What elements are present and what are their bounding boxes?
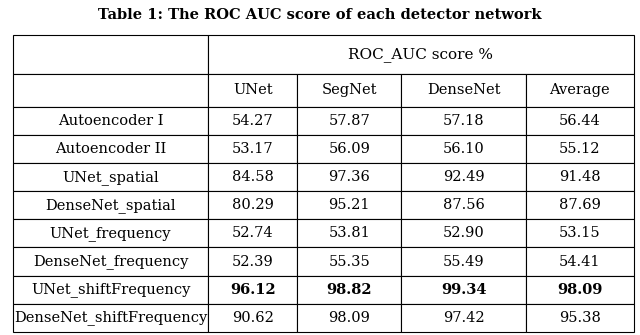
Bar [401, 191, 525, 219]
Text: 55.35: 55.35 [328, 255, 370, 269]
Text: DenseNet_frequency: DenseNet_frequency [33, 254, 188, 269]
Text: 98.82: 98.82 [326, 282, 372, 296]
Text: 53.15: 53.15 [559, 226, 600, 241]
Text: 54.41: 54.41 [559, 255, 600, 269]
Bar [297, 191, 401, 219]
Text: 54.27: 54.27 [232, 114, 273, 128]
Text: UNet_frequency: UNet_frequency [50, 226, 172, 241]
Bar [525, 107, 634, 135]
Text: 91.48: 91.48 [559, 170, 600, 184]
Bar [525, 219, 634, 248]
Bar [209, 219, 297, 248]
Bar [13, 74, 209, 107]
Bar [401, 304, 525, 332]
Text: 90.62: 90.62 [232, 311, 274, 325]
Text: 84.58: 84.58 [232, 170, 274, 184]
Text: 55.49: 55.49 [443, 255, 484, 269]
Text: Autoencoder I: Autoencoder I [58, 114, 163, 128]
Text: 80.29: 80.29 [232, 198, 274, 212]
Text: DenseNet_shiftFrequency: DenseNet_shiftFrequency [14, 310, 207, 325]
Bar [297, 248, 401, 275]
Text: 52.39: 52.39 [232, 255, 274, 269]
Bar [209, 107, 297, 135]
Bar [13, 275, 209, 304]
Text: 99.34: 99.34 [441, 282, 486, 296]
Bar [525, 135, 634, 163]
Text: 96.12: 96.12 [230, 282, 276, 296]
Text: 87.69: 87.69 [559, 198, 600, 212]
Bar [209, 191, 297, 219]
Bar [209, 163, 297, 191]
Text: 53.17: 53.17 [232, 142, 273, 156]
Bar [401, 248, 525, 275]
Bar [525, 74, 634, 107]
Text: Table 1: The ROC AUC score of each detector network: Table 1: The ROC AUC score of each detec… [99, 8, 541, 22]
Bar [297, 163, 401, 191]
Text: Average: Average [549, 83, 610, 97]
Bar [209, 304, 297, 332]
Bar [525, 248, 634, 275]
Bar [297, 107, 401, 135]
Bar [525, 304, 634, 332]
Text: DenseNet_spatial: DenseNet_spatial [45, 198, 176, 213]
Text: 92.49: 92.49 [443, 170, 484, 184]
Text: Autoencoder II: Autoencoder II [55, 142, 166, 156]
Bar [13, 135, 209, 163]
Bar [297, 74, 401, 107]
Bar [209, 74, 297, 107]
Bar [209, 135, 297, 163]
Bar [209, 248, 297, 275]
Text: 57.18: 57.18 [443, 114, 484, 128]
Bar [13, 35, 209, 74]
Bar [13, 248, 209, 275]
Text: 52.90: 52.90 [443, 226, 484, 241]
Text: 56.10: 56.10 [443, 142, 484, 156]
Bar [525, 191, 634, 219]
Bar [13, 191, 209, 219]
Bar [297, 219, 401, 248]
Bar [297, 275, 401, 304]
Text: 98.09: 98.09 [328, 311, 370, 325]
Text: 95.38: 95.38 [559, 311, 600, 325]
Bar [13, 107, 209, 135]
Text: 52.74: 52.74 [232, 226, 273, 241]
Text: SegNet: SegNet [321, 83, 377, 97]
Text: ROC_AUC score %: ROC_AUC score % [348, 47, 493, 62]
Bar [209, 275, 297, 304]
Bar [297, 304, 401, 332]
Text: 97.36: 97.36 [328, 170, 370, 184]
Bar [525, 275, 634, 304]
Bar [401, 135, 525, 163]
Text: UNet: UNet [233, 83, 273, 97]
Bar [13, 219, 209, 248]
Bar [401, 163, 525, 191]
Text: 57.87: 57.87 [328, 114, 370, 128]
Text: 97.42: 97.42 [443, 311, 484, 325]
Bar [297, 135, 401, 163]
Text: 95.21: 95.21 [328, 198, 370, 212]
Text: 98.09: 98.09 [557, 282, 602, 296]
Bar [401, 74, 525, 107]
Text: 56.09: 56.09 [328, 142, 370, 156]
Text: UNet_spatial: UNet_spatial [62, 170, 159, 185]
Bar [13, 163, 209, 191]
Bar [13, 304, 209, 332]
Bar [209, 35, 634, 74]
Text: DenseNet: DenseNet [427, 83, 500, 97]
Text: 55.12: 55.12 [559, 142, 600, 156]
Text: 53.81: 53.81 [328, 226, 370, 241]
Text: 56.44: 56.44 [559, 114, 600, 128]
Bar [401, 219, 525, 248]
Bar [525, 163, 634, 191]
Bar [401, 107, 525, 135]
Text: UNet_shiftFrequency: UNet_shiftFrequency [31, 282, 190, 297]
Bar [401, 275, 525, 304]
Text: 87.56: 87.56 [443, 198, 484, 212]
